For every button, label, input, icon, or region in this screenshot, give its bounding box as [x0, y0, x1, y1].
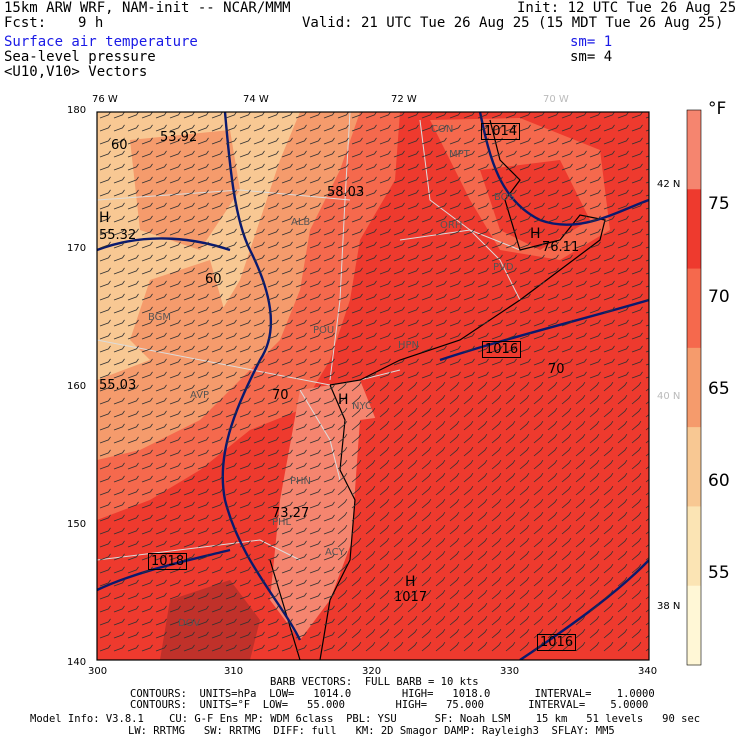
temp-contour-label: 60 [205, 272, 222, 287]
colorbar-label: 55 [708, 563, 730, 583]
isobar-label: 1016 [537, 634, 576, 651]
y-label-160: 160 [67, 381, 86, 392]
x-label-300: 300 [88, 666, 107, 677]
isobar-label: 1017 [394, 590, 427, 605]
colorbar-label: 60 [708, 471, 730, 491]
high-pressure-marker: H [405, 574, 416, 590]
colorbar-swatch [687, 110, 701, 190]
isobar-label: 1014 [481, 123, 520, 140]
colorbar-label: 75 [708, 194, 730, 214]
high-pressure-marker: H [338, 392, 349, 408]
temp-contour-label: 70 [272, 388, 289, 403]
station-label: ORH [440, 220, 462, 231]
x-label-340: 340 [638, 666, 657, 677]
station-label: DOV [178, 618, 200, 629]
lon-label-76w: 76 W [92, 94, 118, 105]
station-label: MPT [449, 149, 470, 160]
station-label: NYC [352, 401, 372, 412]
colorbar-label: 70 [708, 287, 730, 307]
colorbar-swatch [687, 348, 701, 428]
model-info: Model Info: V3.8.1 CU: G-F Ens MP: WDM 6… [30, 713, 700, 725]
station-label: BGM [148, 312, 171, 323]
high-pressure-marker: H [530, 226, 541, 242]
station-label: POU [313, 325, 334, 336]
temp-label: 55.03 [99, 378, 136, 393]
colorbar-swatch [687, 189, 701, 269]
barb-info: BARB VECTORS: FULL BARB = 10 kts [270, 676, 479, 688]
high-pressure-marker: H [99, 210, 110, 226]
lon-label-72w: 72 W [391, 94, 417, 105]
y-label-170: 170 [67, 243, 86, 254]
station-label: CON [431, 124, 453, 135]
colorbar-swatch [687, 586, 701, 666]
temperature-contour-info: CONTOURS: UNITS=°F LOW= 55.000 HIGH= 75.… [130, 699, 648, 711]
lat-label-38n: 38 N [657, 601, 680, 612]
station-label: PVD [493, 262, 514, 273]
isobar-label: 1016 [482, 341, 521, 358]
station-label: ACY [325, 547, 345, 558]
temp-contour-label: 70 [548, 362, 565, 377]
station-label: AVP [190, 390, 209, 401]
station-label: HPN [398, 340, 419, 351]
station-label: ALB [291, 217, 310, 228]
station-label: PHN [290, 476, 311, 487]
lat-label-42n: 42 N [657, 179, 680, 190]
x-label-330: 330 [500, 666, 519, 677]
lat-label-40n: 40 N [657, 391, 680, 402]
station-label: PHL [272, 517, 291, 528]
station-label: BOS [494, 192, 515, 203]
temp-label: 55.32 [99, 228, 136, 243]
lon-label-74w: 74 W [243, 94, 269, 105]
colorbar-swatch [687, 269, 701, 349]
temp-label: 53.92 [160, 130, 197, 145]
colorbar-swatch [687, 427, 701, 507]
isobar-label: 1018 [148, 553, 187, 570]
colorbar-label: 65 [708, 379, 730, 399]
temp-label: 76.11 [542, 240, 579, 255]
colorbar-swatch [687, 506, 701, 586]
colorbar-unit: °F [708, 99, 726, 119]
temp-label: 58.03 [327, 185, 364, 200]
temp-contour-label: 60 [111, 138, 128, 153]
x-label-310: 310 [224, 666, 243, 677]
temperature-colorbar [687, 110, 701, 666]
y-label-180: 180 [67, 105, 86, 116]
y-label-140: 140 [67, 657, 86, 668]
lon-label-70w: 70 W [543, 94, 569, 105]
y-label-150: 150 [67, 519, 86, 530]
model-physics: LW: RRTMG SW: RRTMG DIFF: full KM: 2D Sm… [128, 725, 615, 737]
